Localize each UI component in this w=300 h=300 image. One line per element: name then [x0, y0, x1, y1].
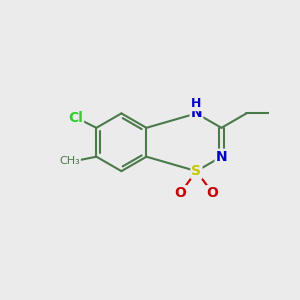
Text: CH₃: CH₃	[59, 156, 80, 166]
Text: S: S	[191, 164, 201, 178]
Text: O: O	[174, 186, 186, 200]
Text: Cl: Cl	[68, 111, 83, 125]
Text: O: O	[207, 186, 218, 200]
Text: N: N	[190, 106, 202, 120]
Text: H: H	[191, 97, 202, 110]
Text: N: N	[216, 150, 227, 164]
